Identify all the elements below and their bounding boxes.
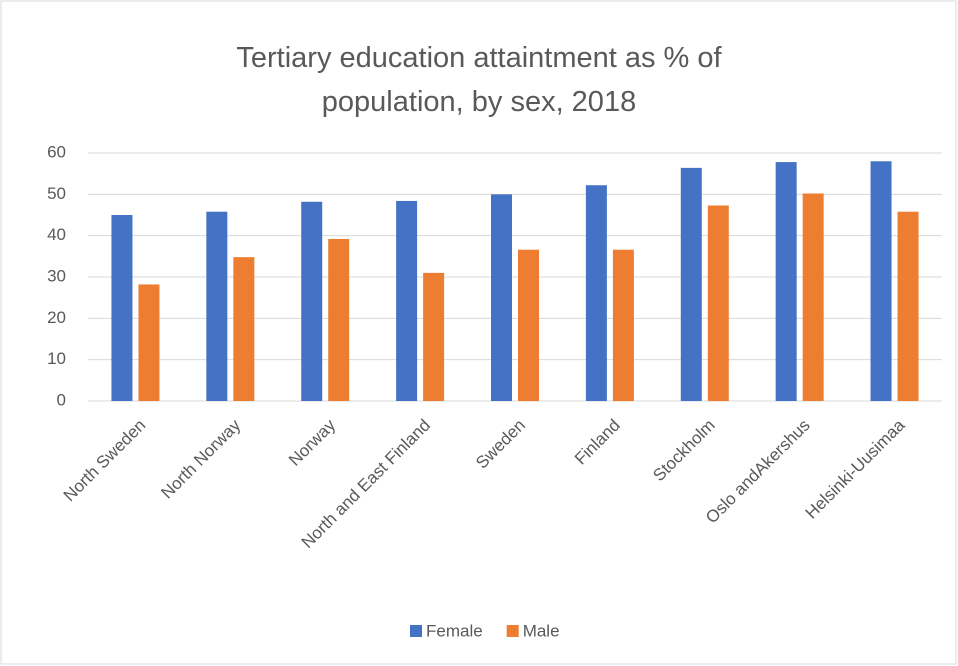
chart-title: Tertiary education attaintment as % of p… [236,42,722,118]
bar [707,205,729,401]
x-tick-label: Sweden [472,416,529,473]
x-tick-label: Oslo andAkershus [702,416,814,528]
bar [301,201,323,401]
y-tick-label: 40 [47,225,66,244]
x-tick-label: North Sweden [60,416,150,506]
x-tick-label: Helsinki-Uusimaa [802,415,909,522]
legend-swatch [506,625,519,637]
legend-label: Female [426,621,483,640]
x-tick-label: North Norway [157,415,244,502]
y-tick-label: 60 [47,142,66,161]
bar [491,194,512,401]
y-tick-label: 50 [47,184,66,203]
bar [206,211,228,401]
y-tick-label: 0 [57,390,66,409]
bar [111,215,133,401]
bar [138,284,160,401]
bar [870,161,892,401]
bar [396,200,418,401]
bar [612,249,634,401]
legend-label: Male [523,621,560,640]
bar [775,162,797,401]
bar [423,272,445,401]
bar [518,249,539,401]
y-tick-label: 30 [47,266,66,285]
bar [328,238,350,401]
bar [680,167,702,401]
x-tick-label: Stockholm [649,416,719,486]
y-tick-label: 10 [47,349,66,368]
legend-swatch [410,625,422,637]
bar [233,257,255,401]
bar [897,211,919,401]
x-tick-label: Finland [571,416,624,469]
x-tick-label: Norway [285,415,340,470]
bar [802,193,824,401]
bar [585,185,607,401]
y-tick-label: 20 [47,308,66,327]
